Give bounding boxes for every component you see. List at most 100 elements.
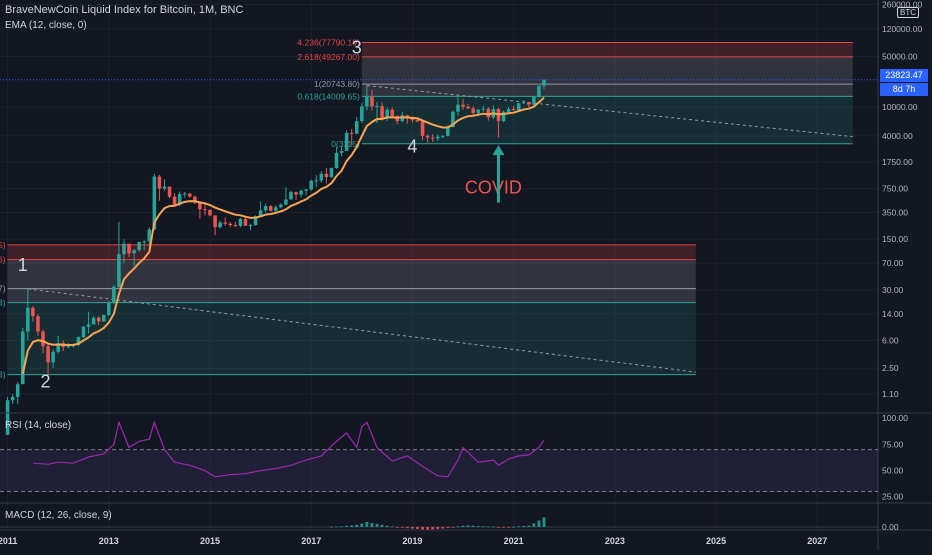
candle-body-33 [172,196,177,205]
y-tick-label-8: 150.00 [882,234,908,244]
macd-bar-31 [486,526,490,528]
x-tick-label-6: 2023 [605,536,625,546]
macd-bar-23 [446,526,450,528]
candle-body-22 [117,254,121,287]
candle-body-61 [314,180,319,182]
macd-bar-5 [355,524,359,527]
y-tick-label-5: 1750.00 [882,157,913,167]
candle-body-56 [289,192,293,200]
candle-body-89 [456,104,460,112]
macd-bar-16 [411,526,414,529]
fib-2-zone-2 [361,84,853,97]
candle-body-64 [329,168,334,178]
candle-body-103 [527,102,531,105]
candle-body-88 [451,111,455,128]
rsi-tick-0: 100.00 [882,413,908,423]
macd-bar-20 [431,526,435,530]
x-tick-label-3: 2017 [301,536,321,546]
covid-arrow-head [492,145,505,156]
candle-body-101 [516,103,521,111]
candle-body-28 [147,229,152,242]
macd-bar-2 [340,526,344,528]
macd-tick-0: 0.00 [882,522,899,532]
candle-body-49 [253,216,258,226]
last-price-badge: 23823.47 [880,69,928,82]
candle-body-36 [187,193,192,197]
annotation-1: 1 [18,255,28,275]
macd-legend: MACD (12, 26, close, 9) [5,510,112,521]
candle-body-104 [532,96,536,105]
candle-body-46 [238,219,243,226]
macd-bar-10 [380,524,384,527]
candle-body-7 [41,331,45,347]
y-tick-label-9: 70.00 [882,258,904,268]
candle-body-74 [380,106,384,119]
macd-bar-38 [522,525,526,527]
candle-body-55 [284,199,288,205]
macd-bar-26 [461,525,465,527]
candle-body-23 [122,243,126,255]
candle-body-30 [157,176,162,189]
candle-body-76 [390,109,394,117]
candle-body-43 [223,222,227,224]
x-tick-label-4: 2019 [402,536,422,546]
fib-1-level-label-2: 1(31.17) [0,284,6,294]
candle-body-80 [410,118,415,121]
candle-body-34 [177,194,182,205]
candle-body-86 [441,135,445,137]
fib-1-zone-3 [7,302,696,375]
fib-1-zone-0 [7,244,696,260]
candle-body-47 [243,219,248,226]
fib-1-level-label-0: 4.236(125.55) [0,240,6,250]
annotation-4: 4 [407,137,417,157]
macd-bar-17 [416,526,419,529]
fib-2-level-label-2: 1(20743.80) [314,79,360,89]
candle-body-20 [107,302,111,316]
fib-2-level-label-1: 2.618(49267.00) [297,52,360,62]
candle-body-39 [203,209,207,211]
candle-body-92 [471,108,475,113]
macd-bar-32 [491,526,495,528]
candle-body-100 [511,108,516,111]
candle-body-65 [334,152,339,169]
candle-body-35 [182,193,187,195]
candle-body-52 [268,206,273,211]
macd-bar-18 [421,526,424,530]
ema-line [21,96,545,375]
macd-bar-7 [365,521,369,527]
candle-body-85 [435,136,440,139]
candle-body-18 [96,317,101,322]
candle-body-72 [370,96,374,107]
macd-bar-14 [400,526,404,528]
candle-body-21 [112,286,116,303]
candle-body-106 [542,79,546,86]
candle-body-5 [31,307,35,317]
candle-body-94 [481,108,486,110]
y-tick-label-3: 10000.00 [882,102,918,112]
candle-body-26 [137,242,141,251]
y-tick-label-4: 4000.00 [882,131,913,141]
macd-bar-25 [456,526,460,528]
candle-body-27 [142,241,146,243]
candle-body-8 [46,346,50,363]
annotation-2: 2 [41,371,51,391]
candle-body-44 [228,223,233,225]
candle-body-60 [309,180,313,190]
macd-bar-4 [350,525,354,527]
candle-body-42 [218,222,222,228]
candle-body-58 [299,190,303,195]
candle-body-98 [501,111,506,122]
candle-body-63 [324,173,329,178]
fib-2-zone-1 [361,56,853,85]
candle-body-62 [319,173,324,181]
rsi-line [32,420,545,478]
fib-1-level-label-4: 0(2.03) [0,370,6,380]
x-tick-label-1: 2013 [99,536,119,546]
candle-body-12 [66,346,71,348]
macd-bar-27 [466,525,470,527]
rsi-legend: RSI (14, close) [5,420,72,431]
candle-body-38 [198,202,202,210]
